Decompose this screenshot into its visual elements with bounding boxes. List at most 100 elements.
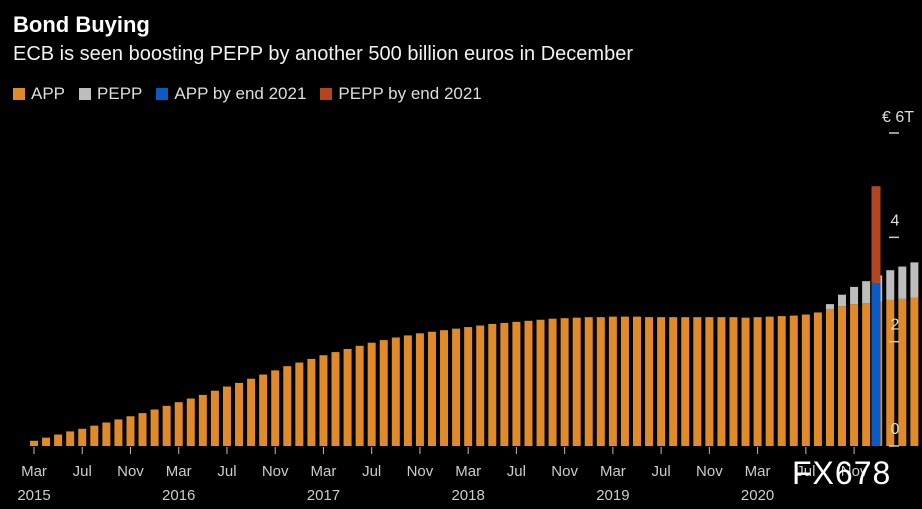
bar-app — [379, 340, 388, 446]
x-tick-label: Nov — [696, 463, 723, 480]
bar-app — [186, 398, 195, 446]
bar-app — [898, 298, 907, 446]
bar-app — [403, 335, 412, 446]
watermark-text: FX678 — [792, 455, 892, 491]
x-tick-label: Nov — [262, 463, 289, 480]
bar-app — [367, 342, 376, 446]
bar-app — [331, 352, 340, 446]
bar-app — [259, 374, 268, 446]
bar-app — [548, 318, 557, 446]
bar-app — [464, 327, 473, 446]
x-tick-label: Mar — [21, 463, 47, 480]
bar-app — [729, 317, 738, 446]
bar-app — [572, 317, 581, 446]
legend-item-app: APP — [13, 84, 65, 104]
bar-app — [476, 325, 485, 446]
chart-title: Bond Buying — [13, 12, 150, 37]
bar-app — [512, 321, 521, 446]
bar-app — [283, 366, 292, 446]
bar-app — [584, 317, 593, 446]
bar-app — [247, 378, 256, 446]
legend-swatch-pepp — [79, 88, 92, 100]
bar-app — [596, 317, 605, 446]
x-year-label: 2018 — [451, 487, 484, 504]
x-tick-label: Mar — [600, 463, 626, 480]
bar-app — [681, 317, 690, 446]
bar-app — [427, 331, 436, 446]
bar-app — [536, 319, 545, 446]
bar-app — [343, 348, 352, 446]
bar-pepp — [838, 294, 847, 307]
bar-app — [813, 312, 822, 446]
bar-app — [138, 413, 147, 446]
x-tick-label: Jul — [507, 463, 526, 480]
y-axis-unit-label: € 6T — [882, 109, 914, 126]
bar-pepp — [825, 304, 834, 310]
bar-app — [717, 317, 726, 446]
y-tick-label: 0 — [891, 421, 900, 438]
legend-label-pepp-2021: PEPP by end 2021 — [338, 84, 482, 103]
bar-app — [765, 316, 774, 446]
x-tick-label: Jul — [796, 463, 815, 480]
bar-app — [174, 402, 183, 446]
legend-item-pepp-2021: PEPP by end 2021 — [320, 84, 482, 104]
bar-app — [801, 314, 810, 446]
x-tick-label: Mar — [311, 463, 337, 480]
legend-swatch-pepp-2021 — [320, 88, 333, 100]
bar-pepp — [862, 281, 871, 304]
x-tick-label: Nov — [841, 463, 868, 480]
bar-pepp — [910, 262, 919, 298]
x-tick-label: Mar — [166, 463, 192, 480]
x-tick-label: Jul — [362, 463, 381, 480]
bar-app — [645, 317, 654, 446]
x-tick-label: Mar — [455, 463, 481, 480]
bar-app — [620, 316, 629, 446]
bar-app — [524, 320, 533, 446]
bar-pepp — [886, 270, 895, 300]
y-tick-label: 2 — [891, 317, 900, 334]
bar-app — [319, 355, 328, 446]
legend-label-pepp: PEPP — [97, 84, 143, 103]
legend-label-app-2021: APP by end 2021 — [174, 84, 307, 103]
bar-app — [669, 317, 678, 446]
y-tick-label: 4 — [891, 212, 900, 229]
bar-app — [30, 440, 38, 446]
bar-pepp — [898, 266, 907, 299]
bar-app — [391, 337, 400, 446]
bar-app — [500, 322, 509, 446]
bar-app — [415, 333, 424, 446]
bar-app — [295, 362, 304, 446]
bar-app — [693, 317, 702, 446]
bar-app — [560, 318, 569, 446]
bar-app — [910, 297, 919, 446]
bar-app — [66, 431, 75, 446]
bar-app — [78, 428, 87, 446]
bar-app — [126, 416, 135, 446]
bar-app — [657, 317, 666, 446]
bar-app — [102, 422, 111, 446]
x-year-label: 2019 — [596, 487, 629, 504]
bar-app — [741, 317, 750, 446]
bar-app — [235, 382, 244, 446]
bar-app — [862, 303, 871, 446]
x-tick-label: Nov — [407, 463, 434, 480]
bar-pepp — [850, 286, 859, 305]
bar-app — [777, 316, 786, 446]
legend-item-pepp: PEPP — [79, 84, 142, 104]
bar-app — [162, 405, 171, 446]
x-tick-label: Jul — [217, 463, 236, 480]
bar-pepp-end-2021 — [871, 186, 881, 283]
bar-app — [886, 299, 895, 446]
bar-app — [608, 316, 617, 446]
x-year-label: 2015 — [17, 487, 50, 504]
legend-item-app-2021: APP by end 2021 — [156, 84, 306, 104]
bar-app — [789, 315, 798, 446]
bar-app — [114, 419, 123, 446]
bar-app — [452, 328, 461, 446]
bar-app — [90, 425, 99, 446]
bar-app — [440, 330, 449, 446]
bar-app — [488, 323, 497, 446]
bar-app — [633, 316, 641, 446]
x-tick-label: Nov — [551, 463, 578, 480]
